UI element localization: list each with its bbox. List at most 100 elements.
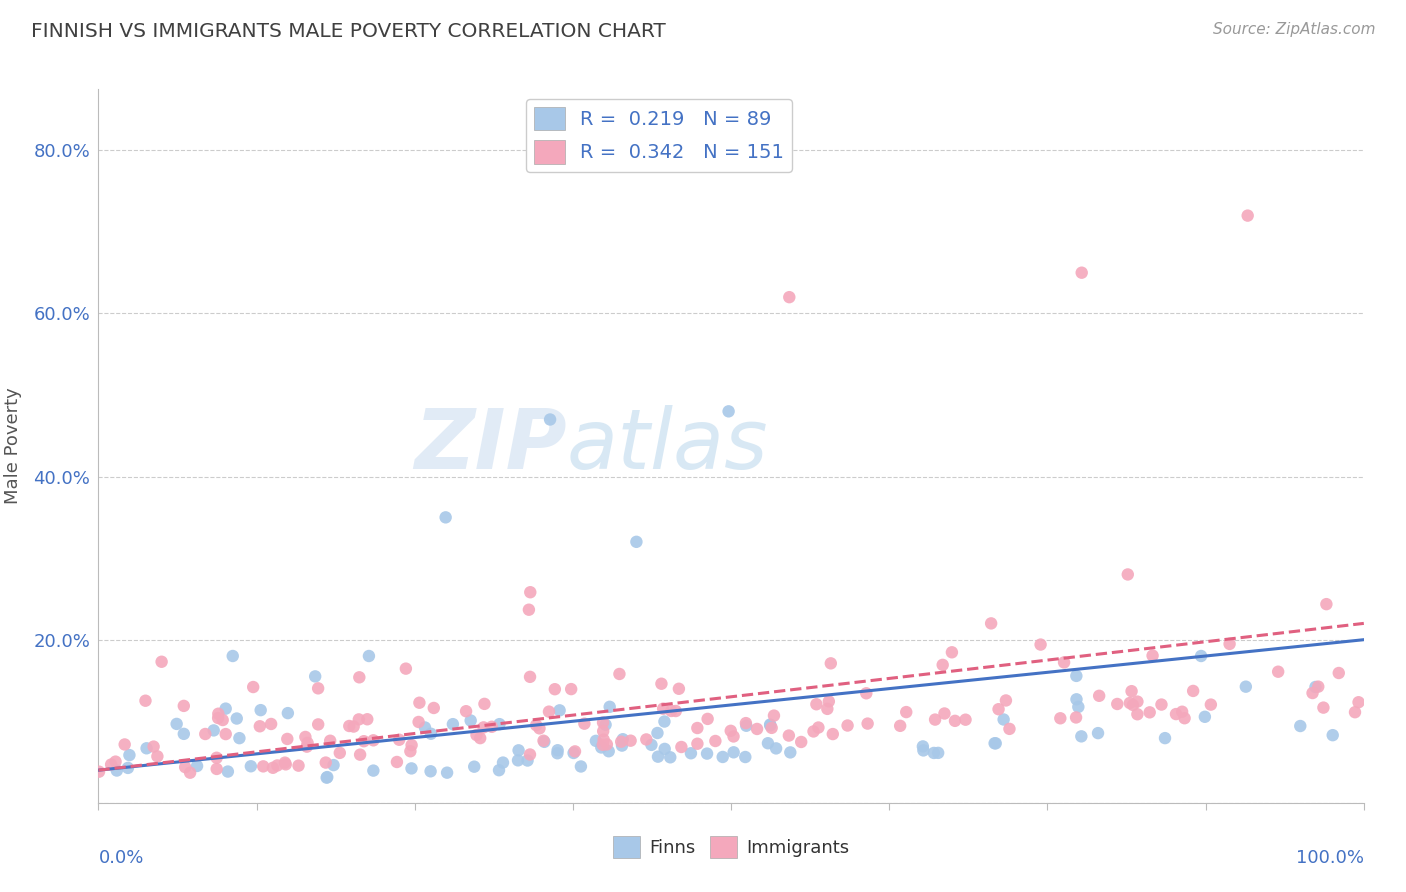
Point (807, 721, 830, 735)
Point (1150, 698, 1173, 712)
Point (778, 290, 800, 304)
Point (1067, 699, 1090, 714)
Point (315, 771, 337, 785)
Point (423, 701, 446, 715)
Point (704, 734, 727, 748)
Point (941, 645, 963, 659)
Point (441, 717, 464, 731)
Point (304, 669, 326, 683)
Point (287, 758, 309, 772)
Point (1126, 707, 1149, 722)
Point (100, 757, 122, 772)
Point (249, 719, 271, 733)
Point (1236, 209, 1258, 223)
Point (353, 734, 375, 748)
Point (759, 717, 782, 731)
Point (815, 702, 838, 716)
Point (1066, 692, 1088, 706)
Point (260, 717, 283, 731)
Point (931, 657, 953, 672)
Point (408, 696, 430, 710)
Point (307, 681, 329, 696)
Point (924, 713, 946, 727)
Point (225, 712, 247, 726)
Point (274, 756, 297, 770)
Point (1053, 656, 1076, 670)
Point (146, 749, 169, 764)
Point (222, 648, 245, 663)
Point (408, 714, 430, 729)
Point (463, 759, 485, 773)
Point (855, 686, 877, 700)
Point (1171, 705, 1194, 719)
Point (595, 717, 617, 731)
Point (652, 701, 675, 715)
Point (546, 746, 568, 760)
Point (1066, 669, 1088, 683)
Point (837, 718, 859, 732)
Point (934, 706, 956, 721)
Point (538, 412, 561, 426)
Point (519, 747, 541, 762)
Point (599, 699, 621, 714)
Text: atlas: atlas (567, 406, 768, 486)
Point (560, 682, 582, 697)
Point (349, 670, 371, 684)
Point (401, 761, 423, 775)
Point (401, 738, 423, 752)
Point (734, 750, 756, 764)
Point (179, 765, 201, 780)
Point (696, 712, 718, 726)
Point (1064, 710, 1087, 724)
Point (142, 739, 165, 754)
Point (686, 737, 709, 751)
Point (215, 727, 238, 741)
Point (1070, 266, 1092, 280)
Point (654, 714, 676, 729)
Point (1116, 567, 1139, 582)
Point (533, 733, 555, 747)
Point (668, 681, 690, 696)
Point (654, 742, 676, 756)
Point (329, 746, 352, 760)
Point (1327, 665, 1350, 680)
Point (1322, 728, 1344, 742)
Point (984, 736, 1007, 750)
Point (548, 703, 571, 717)
Point (778, 729, 800, 743)
Point (315, 756, 337, 770)
Point (1174, 711, 1197, 725)
Point (385, 755, 408, 769)
Point (889, 719, 911, 733)
Point (569, 759, 592, 773)
Point (173, 698, 195, 713)
Point (508, 743, 530, 757)
Point (481, 720, 503, 734)
Point (1154, 731, 1177, 745)
Point (343, 720, 366, 734)
Point (779, 746, 801, 760)
Point (1305, 680, 1327, 694)
Point (277, 706, 299, 720)
Point (720, 723, 742, 738)
Point (817, 694, 839, 708)
Point (856, 716, 879, 731)
Legend: Finns, Immigrants: Finns, Immigrants (606, 829, 856, 865)
Point (1070, 730, 1092, 744)
Point (276, 731, 298, 746)
Point (316, 770, 339, 784)
Point (274, 757, 297, 772)
Point (349, 747, 371, 762)
Point (294, 730, 316, 744)
Point (297, 736, 319, 750)
Point (735, 716, 758, 731)
Point (519, 670, 541, 684)
Point (454, 704, 477, 718)
Point (592, 732, 614, 747)
Point (671, 739, 693, 754)
Point (460, 714, 482, 728)
Point (134, 694, 156, 708)
Point (242, 680, 264, 694)
Point (194, 727, 217, 741)
Point (150, 655, 173, 669)
